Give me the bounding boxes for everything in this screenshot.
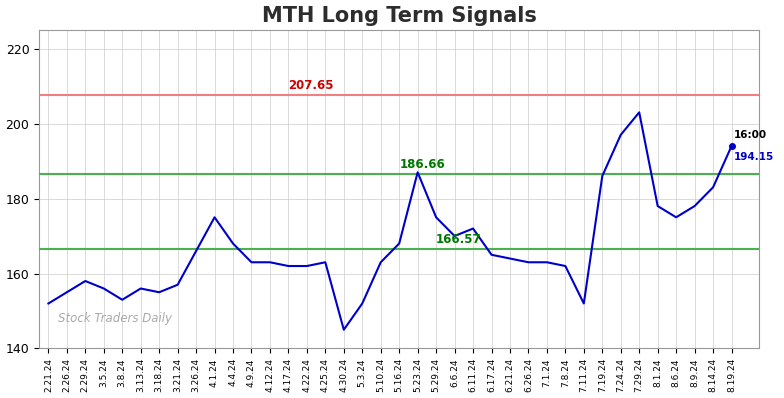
Title: MTH Long Term Signals: MTH Long Term Signals [262,6,536,25]
Text: Stock Traders Daily: Stock Traders Daily [57,312,172,325]
Text: 16:00: 16:00 [735,131,768,140]
Text: 207.65: 207.65 [289,79,334,92]
Text: 194.15: 194.15 [735,152,775,162]
Text: 166.57: 166.57 [436,233,481,246]
Text: 186.66: 186.66 [399,158,445,171]
